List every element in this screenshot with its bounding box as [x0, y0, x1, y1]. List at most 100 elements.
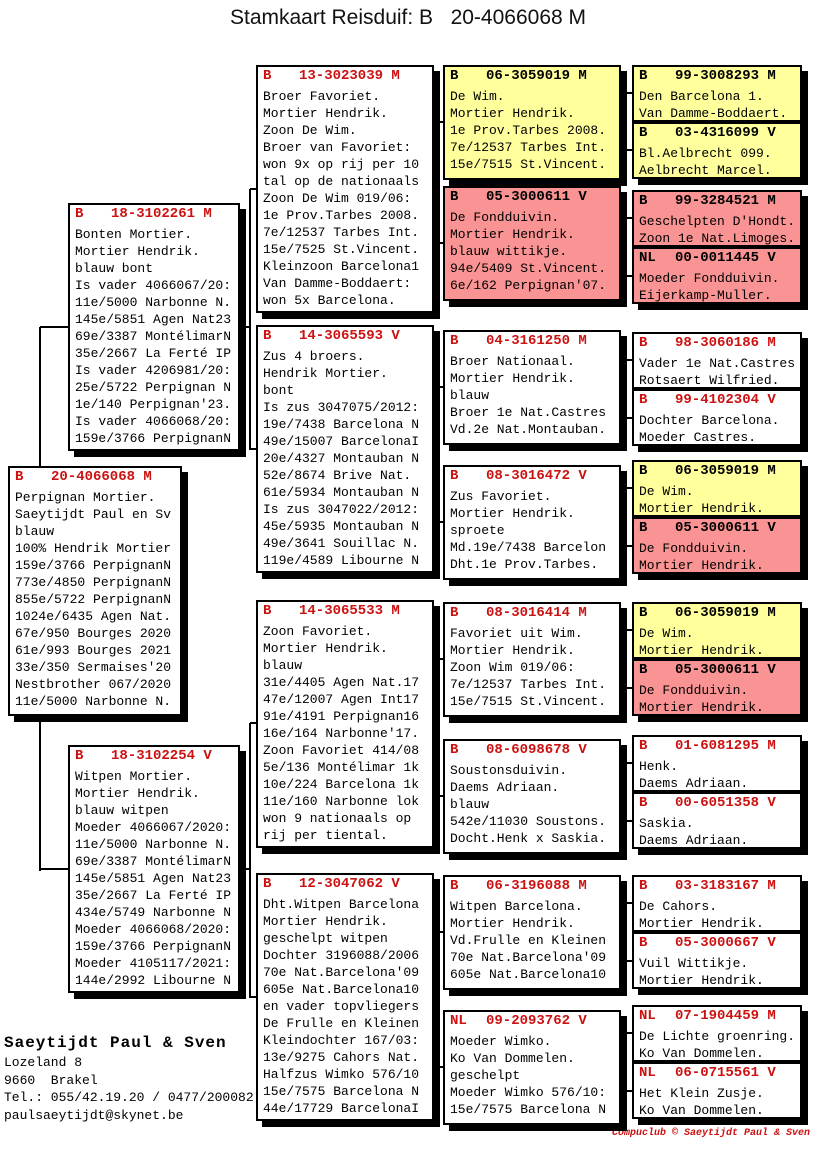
connector-line: [621, 121, 626, 123]
pedigree-text-line: Is zus 3047075/2012:: [263, 400, 420, 415]
connector-line: [621, 1066, 626, 1068]
connector-line: [624, 360, 626, 419]
ring-number: 14-3065593 V: [299, 328, 400, 344]
country-code: B: [263, 603, 272, 619]
pedigree-text-line: 15e/7515 St.Vincent.: [450, 157, 607, 172]
pedigree-text-line: Is vader 4206981/20:: [75, 363, 232, 378]
country-code: B: [639, 193, 648, 209]
ring-number-header: B 20-4066068 M: [15, 469, 175, 489]
owner-name: Saeytijdt Paul & Sven: [4, 1034, 227, 1052]
connector-line: [40, 326, 70, 328]
ring-number-header: B 98-3060186 M: [639, 335, 795, 355]
connector-line: [625, 217, 632, 219]
pedigree-text-line: Hendrik Mortier.: [263, 366, 388, 381]
ring-number: 13-3023039 M: [299, 68, 400, 84]
country-code: B: [639, 662, 648, 678]
pedigree-text-line: tal op de nationaals: [263, 174, 420, 189]
pedigree-text-line: geschelpt: [450, 1068, 521, 1083]
pedigree-text-line: bont: [263, 383, 295, 398]
pedigree-text-line: 144e/2992 Libourne N: [75, 973, 232, 988]
pedigree-box-g6: B 08-6098678 V Soustonsduivin. Daems Adriaa…: [443, 739, 621, 854]
pedigree-text-line: 45e/5935 Montauban N: [263, 519, 420, 534]
country-code: B: [15, 469, 24, 485]
pedigree-text-line: Moeder Wimko.: [450, 1034, 552, 1049]
connector-line: [625, 960, 632, 962]
connector-line: [437, 242, 443, 244]
ring-number: 07-1904459 M: [675, 1008, 776, 1024]
pedigree-text-line: Dochter Barcelona.: [639, 413, 780, 428]
connector-line: [249, 189, 251, 450]
pedigree-text-line: Saeytijdt Paul en Sv: [15, 507, 172, 522]
ring-number-header: B 14-3065533 M: [263, 603, 427, 623]
pedigree-text-line: Zoon Wim 019/06:: [450, 660, 575, 675]
ring-number: 06-3196088 M: [486, 878, 587, 894]
pedigree-text-line: 15e/7575 Barcelona N: [450, 1102, 607, 1117]
pedigree-box-g7: B 06-3196088 M Witpen Barcelona. Mortier He…: [443, 875, 621, 990]
connector-line: [240, 326, 250, 328]
connector-line: [250, 448, 256, 450]
pedigree-text-line: 11e/5000 Narbonne N.: [75, 295, 232, 310]
pedigree-text-line: 70e Nat.Barcelona'09: [450, 950, 607, 965]
country-code: B: [639, 68, 648, 84]
country-code: B: [263, 68, 272, 84]
pedigree-text-line: 16e/164 Narbonne'17.: [263, 726, 420, 741]
pedigree-text-line: 15e/7515 St.Vincent.: [450, 694, 607, 709]
ring-number-header: B 08-3016414 M: [450, 605, 614, 625]
pedigree-text-line: 47e/12007 Agen Int17: [263, 692, 420, 707]
pedigree-text-line: Dht.Witpen Barcelona: [263, 897, 420, 912]
connector-line: [250, 722, 256, 724]
pedigree-box-gg1: B 99-3008293 M Den Barcelona 1. Van Damme-B…: [632, 65, 802, 122]
pedigree-text-line: 70e Nat.Barcelona'09: [263, 965, 420, 980]
pedigree-text-line: Kleinzoon Barcelona1: [263, 259, 420, 274]
pedigree-text-line: 11e/5000 Narbonne N.: [75, 837, 232, 852]
ring-number: 98-3060186 M: [675, 335, 776, 351]
ring-number-header: NL 00-0011445 V: [639, 250, 795, 270]
connector-line: [624, 218, 626, 277]
pedigree-box-gg16: NL 06-0715561 V Het Klein Zusje. Ko Van Dom…: [632, 1062, 802, 1119]
pedigree-text-line: Broer Nationaal.: [450, 354, 575, 369]
ring-number-header: B 01-6081295 M: [639, 738, 795, 758]
ring-number: 18-3102261 M: [111, 206, 212, 222]
connector-line: [625, 820, 632, 822]
pedigree-box-g3: B 04-3161250 M Broer Nationaal. Mortier Hen…: [443, 330, 621, 445]
owner-address-line: 9660 Brakel: [4, 1072, 98, 1088]
connector-line: [621, 931, 626, 933]
pedigree-text-line: 67e/950 Bourges 2020: [15, 626, 172, 641]
pedigree-text-line: Moeder 4066068/2020:: [75, 922, 232, 937]
pedigree-box-gg10: B 05-3000611 V De Fondduivin. Mortier Hendr…: [632, 659, 802, 716]
pedigree-text-line: 1e/140 Perpignan'23.: [75, 397, 232, 412]
pedigree-text-line: De Wim.: [450, 89, 505, 104]
country-code: B: [639, 335, 648, 351]
connector-line: [625, 629, 632, 631]
pedigree-text-line: 15e/7525 St.Vincent.: [263, 242, 420, 257]
ring-number-header: B 05-3000611 V: [639, 520, 795, 540]
connector-line: [250, 188, 256, 190]
pedigree-text-line: Mortier Hendrik.: [639, 558, 764, 573]
pedigree-box-gg2: B 03-4316099 V Bl.Aelbrecht 099. Aelbrecht …: [632, 122, 802, 179]
country-code: B: [450, 333, 459, 349]
country-code: B: [639, 605, 648, 621]
pedigree-text-line: 1024e/6435 Agen Nat.: [15, 609, 172, 624]
ring-number: 05-3000611 V: [675, 520, 776, 536]
pedigree-text-line: Docht.Henk x Saskia.: [450, 831, 607, 846]
pedigree-box-father: B 18-3102261 M Bonten Mortier. Mortier Hend…: [68, 203, 240, 451]
connector-line: [625, 417, 632, 419]
pedigree-text-line: Bl.Aelbrecht 099.: [639, 146, 772, 161]
pedigree-text-line: 605e Nat.Barcelona10: [450, 967, 607, 982]
pedigree-text-line: Broer van Favoriet:: [263, 140, 412, 155]
pedigree-text-line: 605e Nat.Barcelona10: [263, 982, 420, 997]
pedigree-text-line: 100% Hendrik Mortier: [15, 541, 172, 556]
pedigree-text-line: Dht.1e Prov.Tarbes.: [450, 557, 599, 572]
pedigree-text-line: Moeder Fondduivin.: [639, 271, 780, 286]
pedigree-text-line: De Fondduivin.: [639, 541, 749, 556]
country-code: B: [639, 878, 648, 894]
pedigree-text-line: Mortier Hendrik.: [639, 643, 764, 658]
pedigree-text-line: 1e Prov.Tarbes 2008.: [263, 208, 420, 223]
connector-line: [250, 996, 256, 998]
ring-number: 00-6051358 V: [675, 795, 776, 811]
pedigree-box-gg4: NL 00-0011445 V Moeder Fondduivin. Eijerkam…: [632, 247, 802, 304]
pedigree-text-line: Zoon De Wim.: [263, 123, 357, 138]
pedigree-text-line: Broer Favoriet.: [263, 89, 381, 104]
pedigree-text-line: Is vader 4066068/20:: [75, 414, 232, 429]
